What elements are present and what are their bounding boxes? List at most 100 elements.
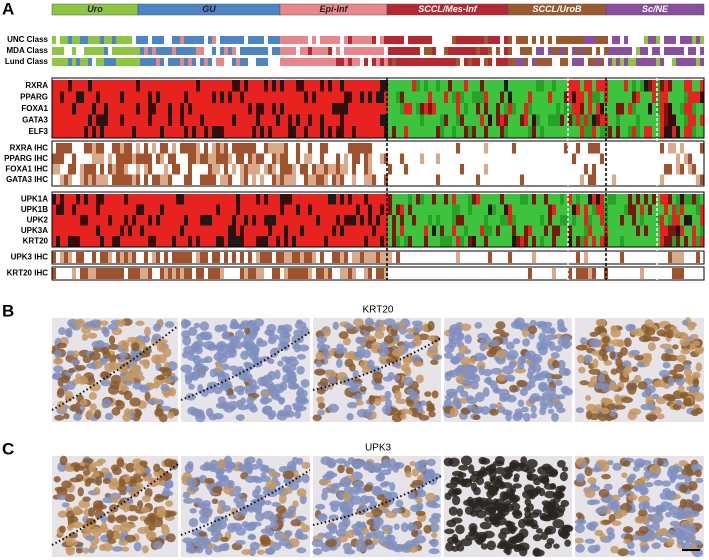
heat-cell [108,164,112,175]
heat-cell [408,164,412,175]
cell [458,345,468,354]
heat-cell [516,252,520,263]
heat-cell [72,126,76,138]
heat-cell [700,126,704,138]
heat-cell [208,92,212,104]
heat-cell [124,47,128,55]
heat-cell [112,236,116,247]
heat-cell [520,103,524,115]
heat-cell [56,226,60,237]
heat-cell [204,92,208,104]
heat-cell [636,205,640,216]
heat-cell [488,215,492,226]
heat-cell [252,175,256,186]
cell [645,327,655,335]
heat-cell [284,36,288,44]
heat-cell [480,126,484,138]
heat-cell [148,36,152,44]
heat-cell [592,252,596,263]
cell [244,328,250,335]
heat-cell [660,215,664,226]
heat-cell [436,236,440,247]
cell [584,355,593,364]
heat-cell [156,236,160,247]
heat-cell [56,205,60,216]
heat-cell [296,215,300,226]
heat-cell [512,175,516,186]
heat-cell [64,215,68,226]
heat-cell [404,143,408,154]
cell [695,349,703,355]
heat-cell [528,126,532,138]
heat-cell [668,47,672,55]
heat-cell [192,115,196,127]
heat-cell [76,154,80,165]
heat-cell [372,143,376,154]
heat-cell [388,268,392,279]
heat-cell [520,252,524,263]
heat-cell [288,47,292,55]
heat-cell [548,226,552,237]
heat-cell [132,143,136,154]
heat-cell [160,92,164,104]
heat-cell [560,126,564,138]
heat-cell [400,36,404,44]
heat-cell [252,103,256,115]
heat-cell [428,164,432,175]
heat-cell [424,226,428,237]
heat-cell [336,143,340,154]
cell [294,476,302,483]
heat-cell [116,154,120,165]
heat-cell [372,36,376,44]
heat-cell [128,36,132,44]
cell [260,356,272,362]
heat-cell [340,103,344,115]
heat-cell [556,143,560,154]
heat-cell [616,126,620,138]
heat-cell [636,215,640,226]
heat-cell [692,36,696,44]
heat-cell [452,80,456,92]
heat-cell [348,154,352,165]
cell [453,396,460,406]
heat-cell [348,268,352,279]
heat-cell [72,175,76,186]
cell [141,507,150,513]
cell [121,547,129,552]
heat-cell [684,226,688,237]
heat-cell [192,175,196,186]
heat-cell [564,36,568,44]
heat-cell [604,36,608,44]
cell [643,355,652,364]
heat-cell [508,126,512,138]
cell [161,526,170,536]
heat-cell [412,154,416,165]
heat-cell [72,92,76,104]
cell [341,347,348,354]
heat-cell [596,194,600,205]
heat-cell [412,115,416,127]
heat-cell [640,215,644,226]
heat-cell [300,47,304,55]
heat-cell [684,236,688,247]
heat-cell [380,115,384,127]
heat-cell [396,80,400,92]
heat-cell [456,36,460,44]
heat-cell [604,58,608,66]
heat-cell [652,143,656,154]
heat-cell [380,58,384,66]
heat-cell [168,226,172,237]
heat-cell [500,252,504,263]
heat-cell [172,58,176,66]
heat-cell [364,126,368,138]
heat-cell [124,36,128,44]
heat-cell [228,58,232,66]
heat-cell [596,205,600,216]
heat-cell [180,175,184,186]
heat-cell [84,36,88,44]
heat-cell [336,236,340,247]
heat-cell [664,236,668,247]
heat-cell [344,215,348,226]
heat-cell [472,215,476,226]
heat-cell [264,47,268,55]
